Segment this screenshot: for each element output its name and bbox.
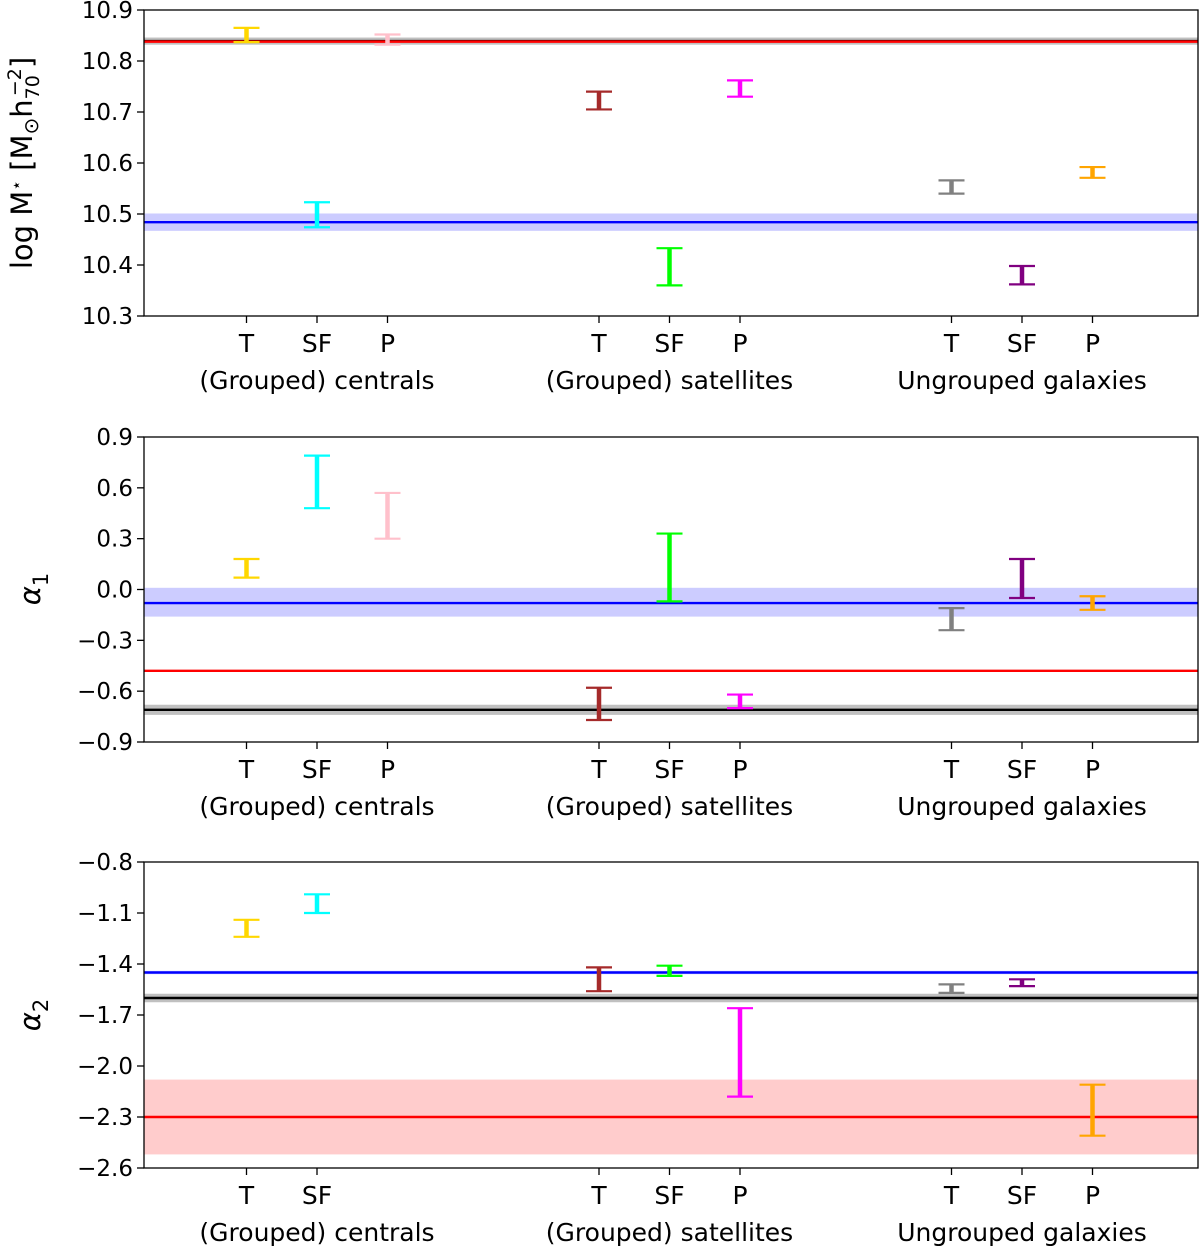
errorbar bbox=[1079, 595, 1106, 611]
x-tick-label: P bbox=[732, 1181, 747, 1210]
x-tick-label: T bbox=[943, 1181, 960, 1210]
y-axis-label: log M⋆ [M⊙h70−2] bbox=[4, 57, 44, 269]
x-tick-label: T bbox=[943, 329, 960, 358]
errorbar bbox=[304, 893, 330, 915]
errorbar bbox=[656, 247, 683, 287]
y-tick-label: 0.3 bbox=[96, 527, 133, 553]
x-tick-label: SF bbox=[1007, 329, 1037, 358]
panel-2: −0.9 −0.6 −0.3 0.0 0.3 0.6 0.9 T SF P T SF P T SF P (Gro… bbox=[13, 425, 1199, 821]
y-tick-label: 10.5 bbox=[82, 202, 133, 228]
errorbar bbox=[304, 454, 330, 510]
group-label: (Grouped) satellites bbox=[546, 792, 793, 821]
panel-1: 10.3 10.4 10.5 10.6 10.7 10.8 10.9 T SF P T SF P T SF P… bbox=[4, 0, 1199, 395]
y-tick-label: −2.0 bbox=[77, 1054, 133, 1080]
group-label: Ungrouped galaxies bbox=[897, 366, 1147, 395]
x-tick-label: T bbox=[238, 1181, 255, 1210]
group-label: (Grouped) centrals bbox=[199, 1218, 434, 1247]
errorbar bbox=[1079, 1083, 1106, 1137]
errorbar bbox=[727, 1007, 753, 1098]
x-tick-label: SF bbox=[654, 329, 684, 358]
errorbar bbox=[374, 33, 401, 46]
y-axis-label: α1 bbox=[13, 573, 53, 606]
errorbar bbox=[586, 90, 612, 111]
errorbar bbox=[1009, 978, 1035, 988]
group-label: (Grouped) centrals bbox=[199, 792, 434, 821]
errorbar bbox=[233, 557, 260, 579]
errorbar bbox=[233, 26, 260, 44]
y-tick-label: 0.6 bbox=[96, 476, 133, 502]
errorbar bbox=[938, 607, 965, 632]
x-tick-label: SF bbox=[1007, 755, 1037, 784]
x-tick-label: T bbox=[590, 755, 607, 784]
x-tick-label: T bbox=[238, 329, 255, 358]
x-tick-label: P bbox=[1085, 755, 1100, 784]
y-tick-label: −2.3 bbox=[77, 1105, 133, 1131]
x-tick-label: SF bbox=[302, 329, 332, 358]
y-tick-label: −1.7 bbox=[77, 1003, 133, 1029]
errorbar bbox=[1009, 557, 1035, 600]
errorbar bbox=[586, 686, 612, 722]
x-tick-label: P bbox=[380, 329, 395, 358]
group-label: (Grouped) satellites bbox=[546, 1218, 793, 1247]
x-tick-label: T bbox=[590, 329, 607, 358]
errorbar bbox=[656, 532, 683, 603]
errorbar bbox=[938, 179, 965, 195]
errorbar bbox=[1079, 165, 1106, 179]
group-label: (Grouped) centrals bbox=[199, 366, 434, 395]
y-axis-label: α2 bbox=[13, 999, 53, 1032]
errorbar bbox=[374, 491, 401, 540]
y-tick-label: −0.6 bbox=[77, 679, 133, 705]
x-tick-label: SF bbox=[302, 755, 332, 784]
y-tick-label: −0.3 bbox=[77, 628, 133, 654]
y-tick-label: 10.8 bbox=[82, 49, 133, 75]
x-tick-label: P bbox=[732, 329, 747, 358]
errorbar bbox=[727, 79, 753, 98]
y-tick-label: 10.9 bbox=[82, 0, 133, 24]
group-label: Ungrouped galaxies bbox=[897, 1218, 1147, 1247]
group-label: Ungrouped galaxies bbox=[897, 792, 1147, 821]
panel-3: −2.6 −2.3 −2.0 −1.7 −1.4 −1.1 −0.8 T SF T SF P T SF P (… bbox=[13, 850, 1199, 1247]
y-tick-label: −2.6 bbox=[77, 1156, 133, 1182]
x-tick-label: SF bbox=[302, 1181, 332, 1210]
x-tick-label: P bbox=[1085, 329, 1100, 358]
y-tick-label: 10.4 bbox=[82, 253, 133, 279]
x-tick-label: T bbox=[590, 1181, 607, 1210]
x-tick-label: SF bbox=[654, 1181, 684, 1210]
y-tick-label: 10.7 bbox=[82, 100, 133, 126]
y-tick-label: 0.0 bbox=[96, 578, 133, 604]
y-tick-label: −1.1 bbox=[77, 901, 133, 927]
errorbar bbox=[233, 918, 260, 938]
errorbar bbox=[938, 983, 965, 995]
y-tick-label: 10.3 bbox=[82, 304, 133, 330]
x-tick-label: T bbox=[943, 755, 960, 784]
x-tick-label: SF bbox=[1007, 1181, 1037, 1210]
errorbar bbox=[727, 693, 753, 710]
x-tick-label: P bbox=[380, 755, 395, 784]
x-tick-label: P bbox=[732, 755, 747, 784]
errorbar bbox=[1009, 264, 1035, 286]
y-tick-label: −0.9 bbox=[77, 730, 133, 756]
y-tick-label: −0.8 bbox=[77, 850, 133, 876]
x-tick-label: SF bbox=[654, 755, 684, 784]
x-tick-label: P bbox=[1085, 1181, 1100, 1210]
y-tick-label: 0.9 bbox=[96, 425, 133, 451]
group-label: (Grouped) satellites bbox=[546, 366, 793, 395]
y-tick-label: 10.6 bbox=[82, 151, 133, 177]
errorbar bbox=[586, 966, 612, 993]
errorbar bbox=[656, 964, 683, 978]
y-tick-label: −1.4 bbox=[77, 952, 133, 978]
errorbar bbox=[304, 201, 330, 229]
x-tick-label: T bbox=[238, 755, 255, 784]
